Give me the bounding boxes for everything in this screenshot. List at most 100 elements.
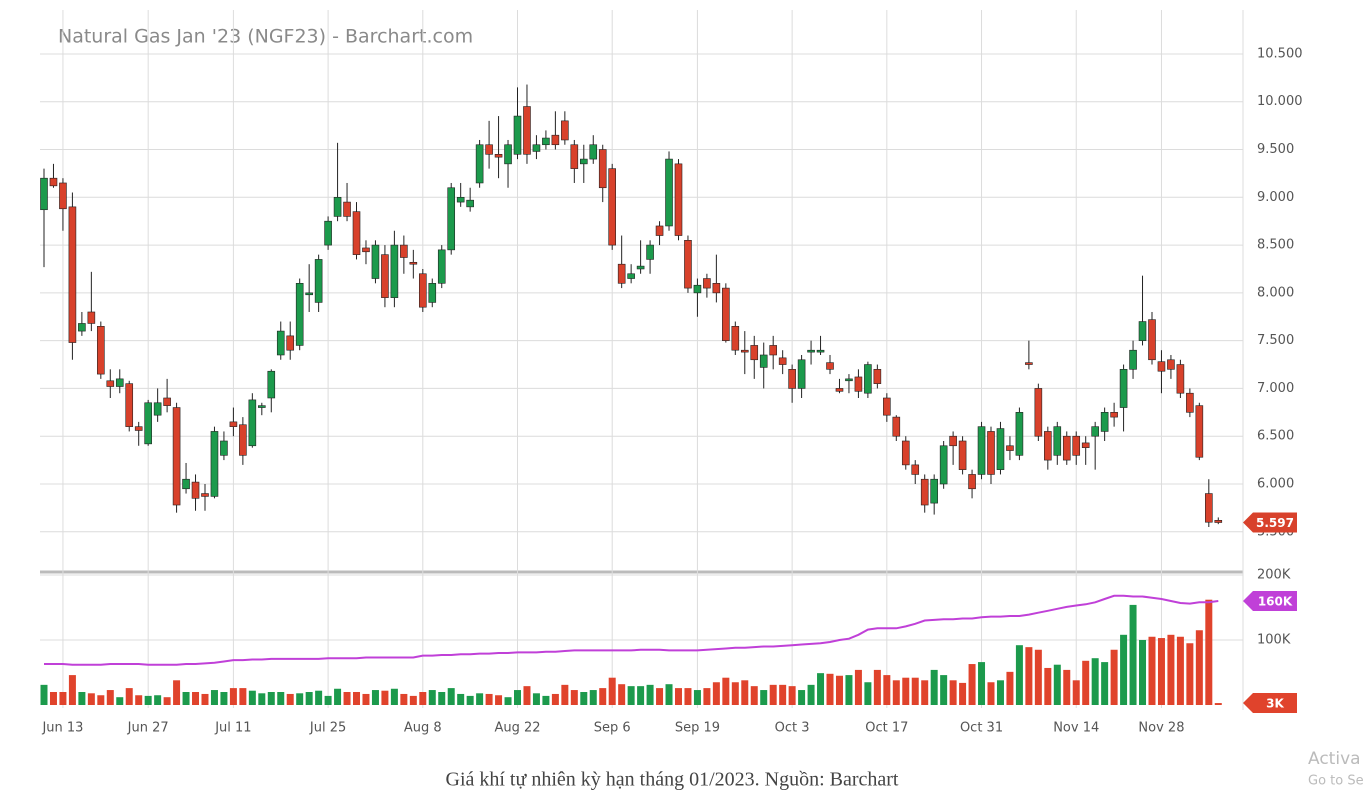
- volume-bar: [542, 695, 550, 705]
- candle-body: [968, 474, 976, 490]
- x-tick-label: Sep 19: [675, 721, 720, 736]
- volume-bar: [343, 692, 351, 705]
- candle-body: [911, 464, 920, 475]
- volume-bar: [192, 692, 200, 705]
- candle-body: [1110, 412, 1118, 418]
- y-tick-label: 7.500: [1257, 333, 1294, 348]
- volume-bar: [182, 692, 190, 705]
- volume-bar: [864, 682, 872, 705]
- candle-body: [1034, 388, 1043, 437]
- candle-body: [977, 426, 986, 475]
- price-tag: [1243, 693, 1297, 714]
- candle-body: [542, 137, 550, 146]
- candle-body: [901, 440, 910, 466]
- candle-body: [523, 106, 531, 155]
- volume-bar: [1025, 647, 1033, 705]
- candle-body: [418, 273, 427, 308]
- y-tick-label: 7.000: [1257, 381, 1294, 396]
- volume-bar: [144, 695, 152, 705]
- volume-bar: [788, 686, 796, 705]
- price-tag: [1243, 591, 1297, 611]
- volume-bar: [1034, 649, 1042, 705]
- volume-bar: [665, 684, 673, 705]
- y-tick-label: 10.000: [1257, 94, 1303, 109]
- volume-bar: [618, 684, 626, 705]
- volume-bar: [239, 688, 247, 705]
- candle-body: [987, 431, 995, 475]
- candle-body: [115, 378, 124, 387]
- candle-body: [873, 369, 882, 384]
- candle-body: [1025, 362, 1033, 365]
- volume-bar: [703, 688, 711, 705]
- candle-body: [854, 376, 863, 392]
- volume-bar: [428, 690, 436, 705]
- volume-bar: [353, 692, 361, 705]
- price-tag-label: 160K: [1258, 595, 1293, 609]
- candle-body: [883, 397, 891, 416]
- candle-body: [1053, 426, 1062, 456]
- candle-body: [665, 158, 673, 227]
- volume-bar: [978, 662, 986, 705]
- y-tick-label: 9.500: [1257, 142, 1294, 157]
- candle-body: [390, 244, 399, 298]
- volume-bar: [78, 692, 86, 705]
- volume-bar: [125, 688, 133, 705]
- candle-body: [826, 362, 834, 370]
- volume-bar: [674, 688, 682, 705]
- volume-bar: [334, 688, 342, 705]
- volume-bar: [68, 675, 76, 705]
- candle-body: [475, 144, 484, 184]
- volume-bar: [1186, 643, 1194, 705]
- candle-body: [769, 345, 777, 356]
- volume-bar: [1072, 680, 1080, 705]
- y-tick-label: 6.500: [1257, 429, 1294, 444]
- candle-body: [1015, 412, 1024, 456]
- candle-body: [892, 416, 901, 437]
- candle-body: [598, 149, 607, 189]
- candle-body: [172, 407, 181, 506]
- volume-bar: [514, 690, 521, 705]
- caption: Giá khí tự nhiên kỳ hạn tháng 01/2023. N…: [446, 769, 899, 791]
- watermark: Go to Se: [1308, 774, 1363, 789]
- volume-bar: [722, 677, 730, 705]
- x-tick-label: Nov 28: [1138, 721, 1184, 736]
- candle-body: [731, 326, 740, 351]
- candle-body: [210, 431, 219, 497]
- x-tick-label: Jun 13: [41, 721, 83, 736]
- candle-body: [513, 115, 522, 155]
- candle-body: [1100, 412, 1109, 432]
- candle-body: [759, 354, 768, 368]
- candle-body: [930, 478, 938, 504]
- volume-bar: [447, 688, 455, 705]
- y-tick-label: 8.500: [1257, 238, 1294, 253]
- candle-body: [286, 335, 295, 351]
- candle-body: [1195, 405, 1204, 458]
- candle-body: [40, 177, 48, 211]
- volume-bar: [1205, 599, 1213, 705]
- candle-body: [1167, 359, 1175, 370]
- volume-bar: [1015, 645, 1023, 705]
- candle-body: [1186, 392, 1194, 413]
- volume-bar: [248, 690, 256, 705]
- volume-bar: [826, 673, 834, 705]
- price-tag-label: 3K: [1266, 697, 1284, 711]
- candle-body: [636, 265, 645, 270]
- candle-body: [437, 249, 446, 284]
- candle-body: [201, 493, 209, 497]
- volume-bar: [892, 680, 900, 705]
- candle-body: [1129, 349, 1137, 370]
- candle-body: [456, 197, 465, 203]
- candle-body: [144, 402, 152, 445]
- candle-body: [807, 349, 815, 353]
- volume-bar: [1120, 634, 1128, 705]
- volume-bar: [523, 686, 531, 705]
- volume-bar: [911, 677, 919, 705]
- candle-body: [703, 278, 711, 289]
- volume-bar: [135, 695, 143, 705]
- volume-bar: [807, 684, 815, 705]
- volume-bar: [968, 664, 976, 705]
- volume-bar: [305, 692, 313, 705]
- volume-bar: [646, 684, 654, 705]
- volume-bar: [362, 693, 370, 705]
